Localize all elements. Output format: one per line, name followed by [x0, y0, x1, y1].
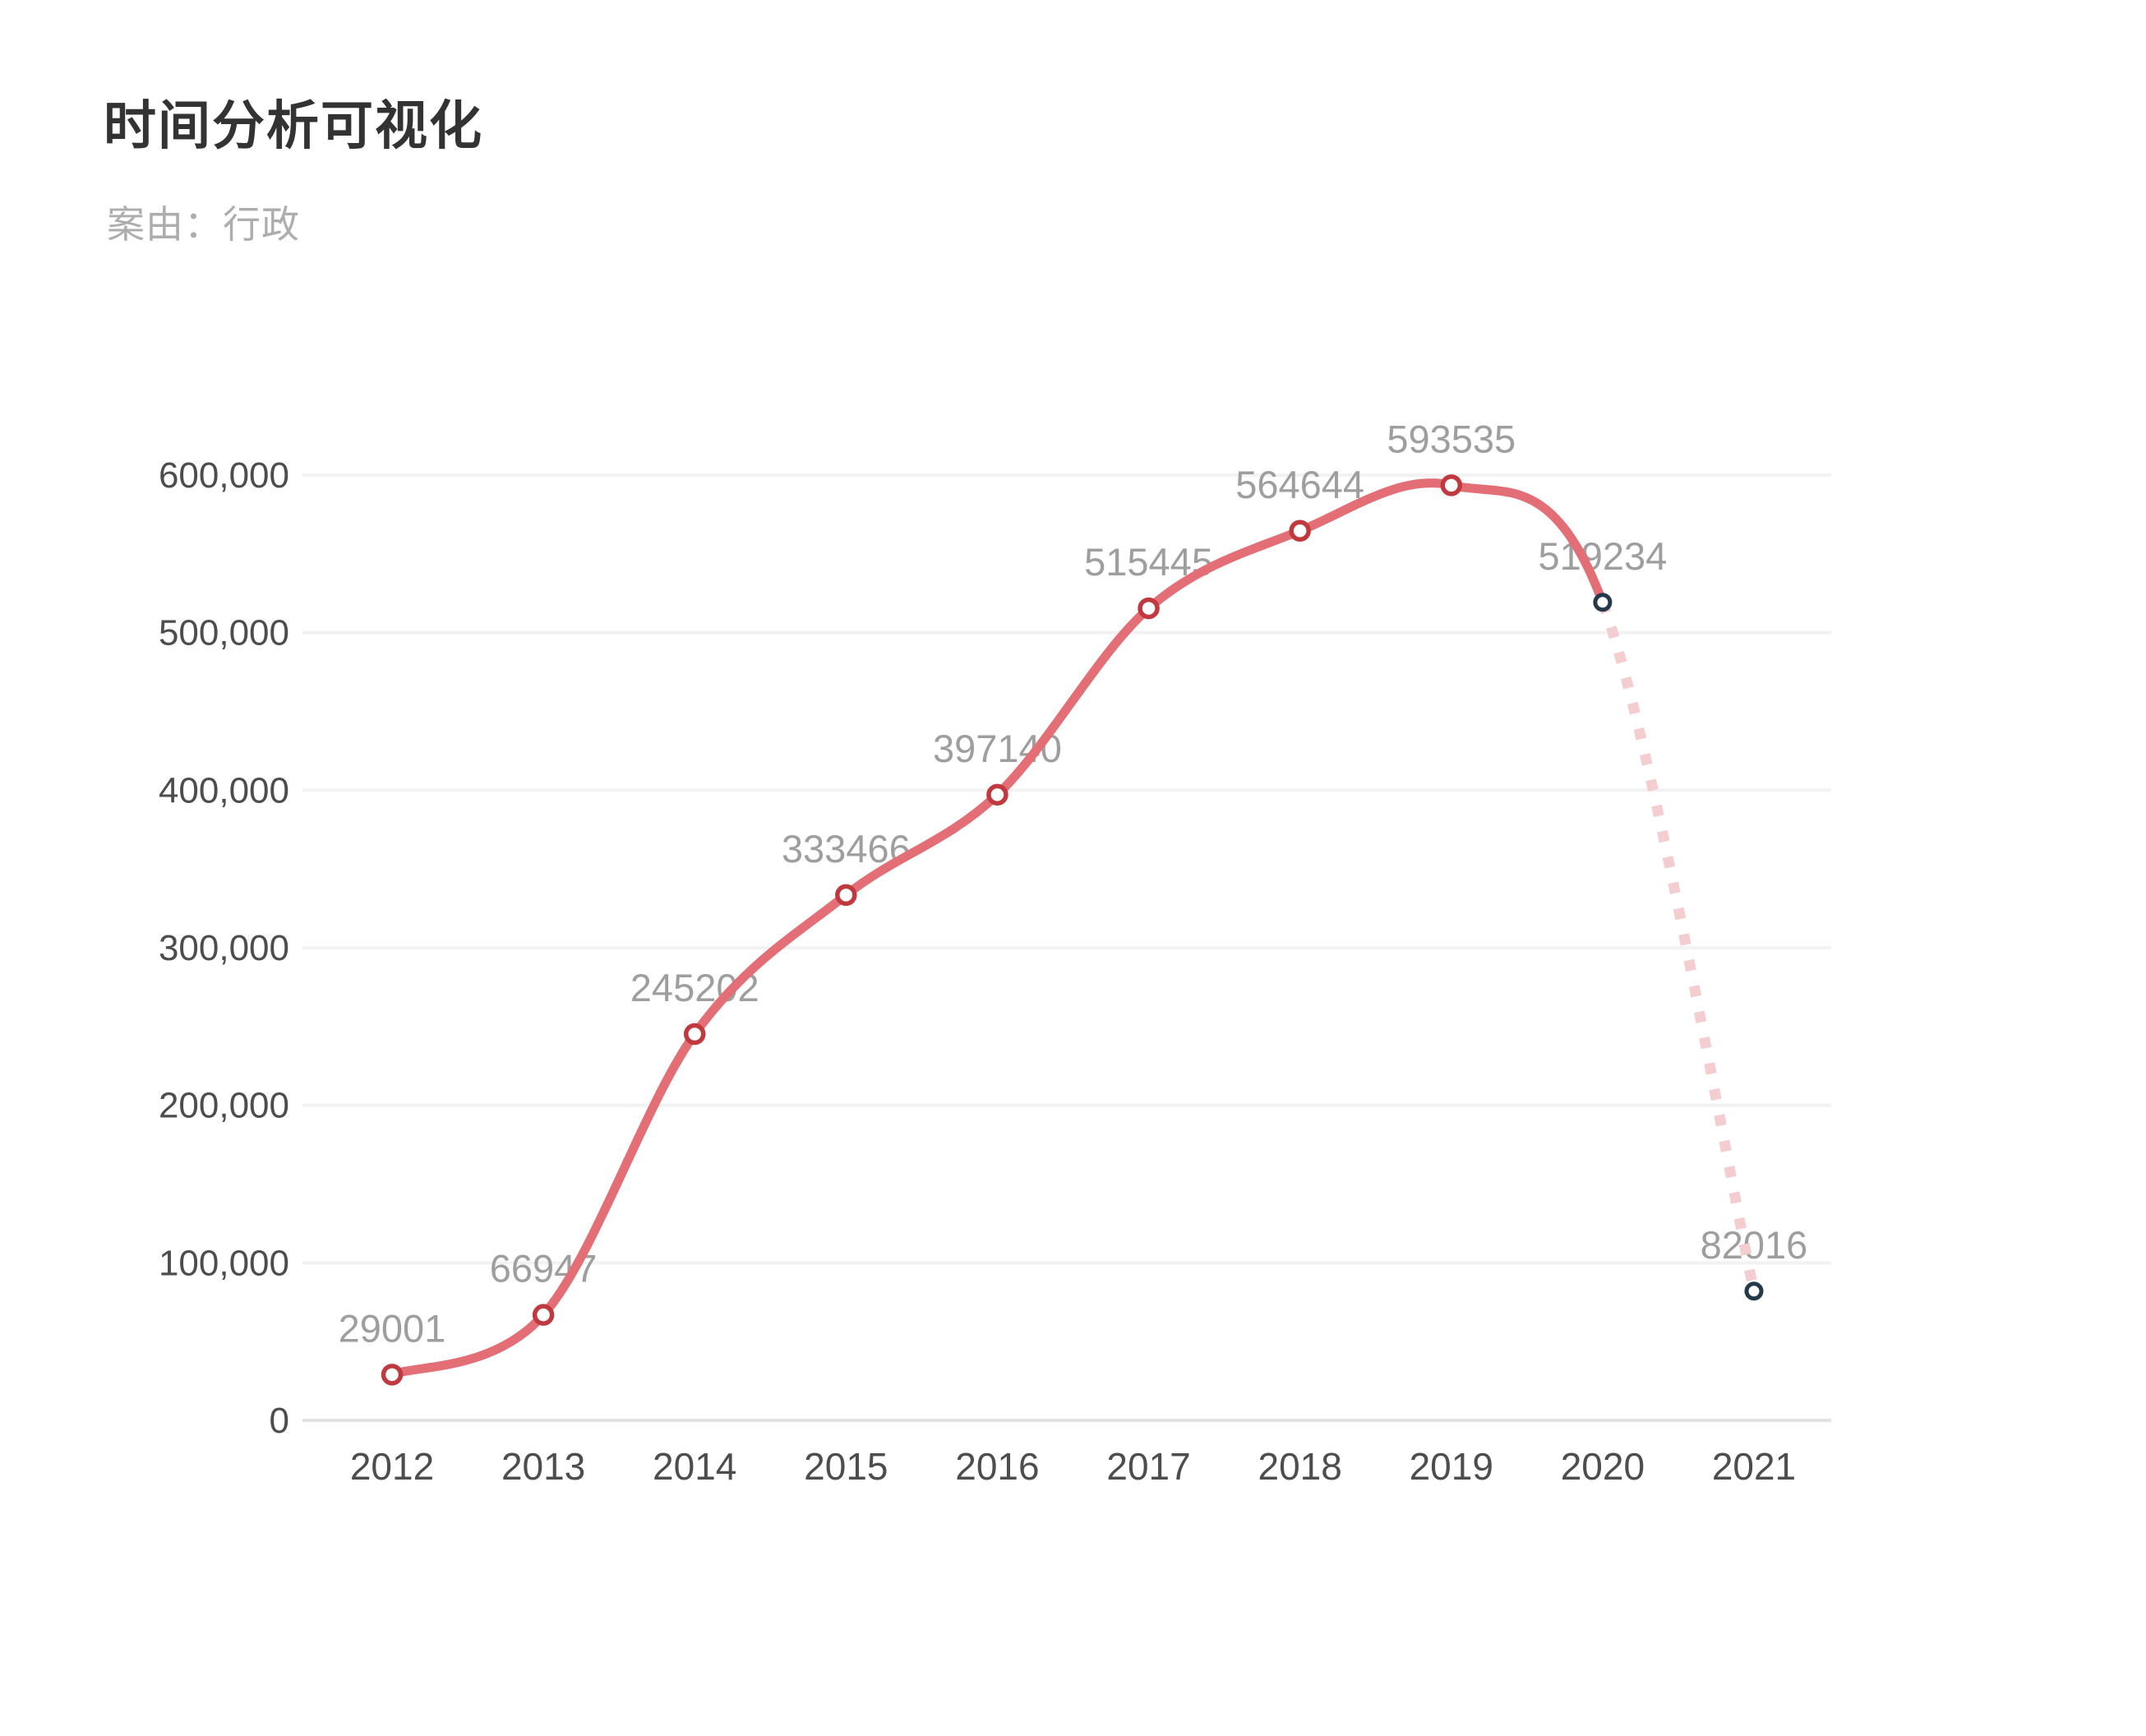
data-point-2018: [1289, 519, 1311, 542]
y-tick-label: 100,000: [159, 1243, 289, 1283]
x-tick-label: 2021: [1712, 1445, 1796, 1488]
data-point-2017: [1138, 597, 1160, 620]
forecast-line: [1597, 600, 1760, 1293]
data-label: 245202: [630, 966, 759, 1009]
x-tick-label: 2017: [1106, 1445, 1190, 1488]
x-tick-label: 2013: [501, 1445, 585, 1488]
data-point-2012: [381, 1364, 404, 1386]
y-tick-label: 300,000: [159, 928, 289, 968]
chart-title: 时间分析可视化: [104, 96, 483, 155]
x-tick-label: 2012: [350, 1445, 434, 1488]
data-point-2014: [683, 1023, 706, 1046]
data-point-2019: [1440, 474, 1463, 496]
x-tick-label: 2016: [955, 1445, 1039, 1488]
data-label: 564644: [1235, 463, 1364, 506]
data-label: 593535: [1387, 417, 1516, 460]
chart-subtitle: 案由：行政: [107, 203, 300, 246]
x-tick-label: 2014: [653, 1445, 736, 1488]
y-tick-label: 200,000: [159, 1086, 289, 1126]
y-tick-label: 400,000: [159, 770, 289, 810]
x-tick-label: 2015: [804, 1445, 888, 1488]
x-tick-label: 2018: [1258, 1445, 1341, 1488]
x-tick-label: 2019: [1410, 1445, 1493, 1488]
data-point-2013: [532, 1304, 555, 1326]
x-tick-label: 2020: [1561, 1445, 1645, 1488]
data-point-2015: [835, 884, 857, 907]
y-tick-label: 0: [270, 1401, 289, 1441]
data-point-2021: [1744, 1281, 1764, 1301]
series-line: [387, 478, 1608, 1379]
data-label: 82016: [1701, 1223, 1808, 1267]
data-label: 519234: [1538, 534, 1667, 578]
data-point-2016: [986, 783, 1008, 806]
y-tick-label: 600,000: [159, 455, 289, 496]
data-point-2020: [1593, 593, 1613, 612]
data-label: 29001: [339, 1306, 446, 1350]
y-tick-label: 500,000: [159, 613, 289, 653]
